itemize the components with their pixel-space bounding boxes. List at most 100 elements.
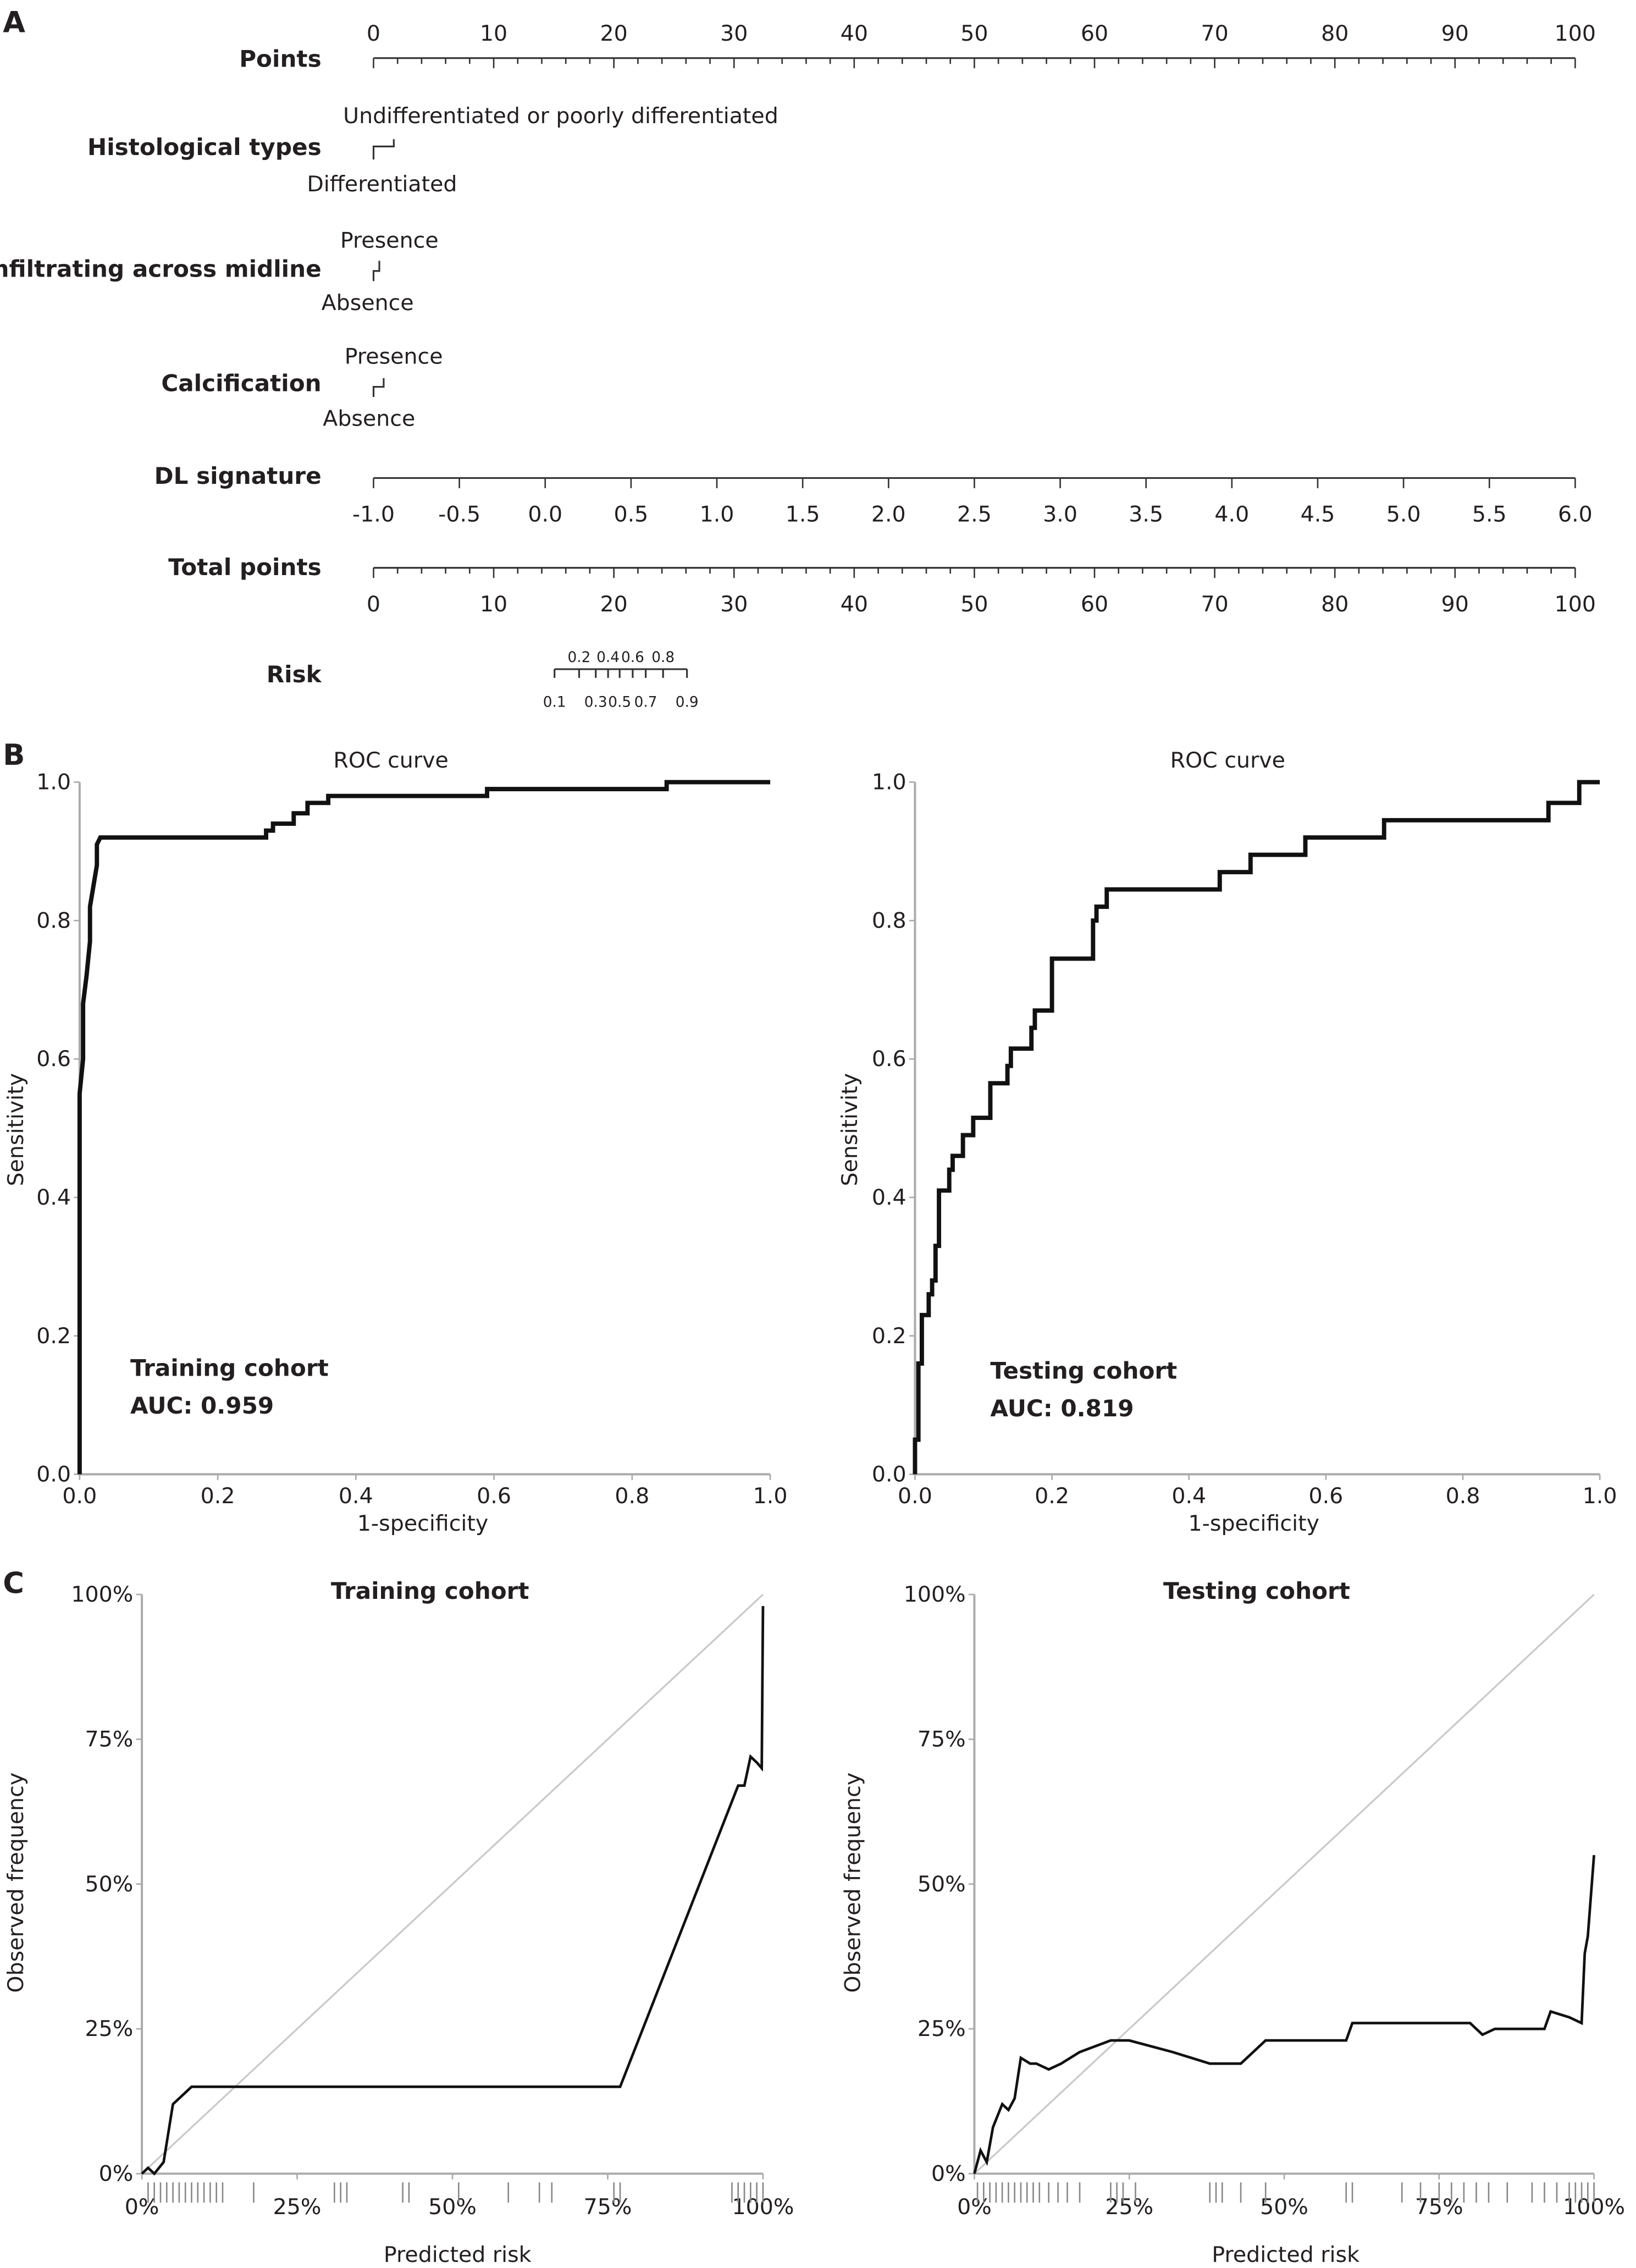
- panel-label-b: B: [3, 738, 25, 772]
- calcification-scale: [372, 378, 385, 397]
- reference-line: [974, 1593, 1595, 2175]
- points-tick-label: 0: [367, 21, 380, 46]
- histological-scale: [372, 139, 395, 160]
- total-points-tick-label: 0: [367, 592, 380, 617]
- x-tick-label: 0.4: [339, 1483, 373, 1509]
- dl-signature-tick-label: 1.5: [786, 501, 820, 527]
- x-axis-label: 1-specificity: [357, 1511, 488, 1536]
- x-tick-label: 25%: [1105, 2194, 1153, 2220]
- dl-signature-tick-label: 3.0: [1043, 501, 1077, 527]
- points-tick-label: 70: [1201, 21, 1228, 46]
- x-axis-label: Predicted risk: [384, 2242, 532, 2267]
- chart-4: 0% 25% 50% 75% 100%0%25%50%75%100% Testing co…: [840, 1577, 1625, 2267]
- x-tick-label: 0.6: [1308, 1483, 1343, 1509]
- y-axis-label: Observed frequency: [3, 1773, 29, 1993]
- y-tick-label: 0.2: [872, 1323, 907, 1349]
- dl-signature-tick-label: 1.0: [700, 501, 734, 527]
- y-tick-label: 50%: [85, 1872, 133, 1897]
- y-tick-label: 0.4: [36, 1185, 71, 1210]
- x-tick-label: 0.2: [1035, 1483, 1069, 1509]
- total-points-tick-label: 100: [1555, 592, 1596, 617]
- y-tick-label: 0.6: [36, 1046, 71, 1072]
- y-tick-label: 0.4: [872, 1185, 907, 1210]
- x-tick-label: 1.0: [1583, 1483, 1617, 1509]
- total-points-tick-label: 50: [960, 592, 988, 617]
- annotation-text: Training cohort: [130, 1354, 329, 1381]
- histological-upper: Undifferentiated or poorly differentiate…: [343, 103, 778, 129]
- y-tick-label: 1.0: [872, 770, 907, 795]
- x-tick-label: 0.4: [1171, 1483, 1206, 1509]
- calcification-label: Calcification: [161, 369, 321, 396]
- risk-tick-label: 0.2: [568, 649, 591, 666]
- x-tick-label: 0.8: [615, 1483, 649, 1509]
- panel-label-c: C: [3, 1566, 24, 1600]
- points-tick-label: 40: [841, 21, 868, 46]
- calcification-upper: Presence: [345, 344, 443, 369]
- chart-title: Training cohort: [331, 1577, 529, 1604]
- x-tick-label: 0.6: [477, 1483, 511, 1509]
- infiltrating-upper: Presence: [340, 228, 439, 253]
- nomogram: Points Histological types Undifferentiat…: [0, 21, 1596, 710]
- points-tick-label: 20: [600, 21, 628, 46]
- y-tick-label: 0%: [99, 2161, 134, 2187]
- total-points-tick-label: 30: [720, 592, 748, 617]
- total-points-tick-label: 10: [480, 592, 507, 617]
- x-tick-label: 0%: [957, 2194, 992, 2220]
- reference-line: [141, 1593, 764, 2175]
- x-tick-label: 0.0: [898, 1483, 932, 1509]
- y-tick-label: 0.0: [36, 1462, 71, 1487]
- y-tick-label: 0.8: [36, 908, 71, 933]
- y-tick-label: 0.2: [36, 1323, 71, 1349]
- x-tick-label: 75%: [584, 2194, 632, 2220]
- x-tick-label: 50%: [1260, 2194, 1308, 2220]
- risk-tick-label: 0.7: [634, 694, 657, 711]
- chart-title: ROC curve: [1170, 748, 1285, 773]
- x-axis-label: 1-specificity: [1188, 1511, 1319, 1536]
- risk-tick-label: 0.9: [676, 694, 699, 711]
- y-axis-label: Sensitivity: [3, 1073, 29, 1187]
- risk-tick-label: 0.5: [608, 694, 631, 711]
- dl-signature-tick-label: 2.5: [957, 501, 992, 527]
- dl-signature-tick-label: 5.0: [1386, 501, 1421, 527]
- total-points-tick-label: 40: [841, 592, 868, 617]
- curve-line: [973, 1855, 1595, 2175]
- y-tick-label: 25%: [918, 2016, 966, 2041]
- x-axis-label: Predicted risk: [1212, 2242, 1359, 2267]
- dl-signature-label: DL signature: [154, 462, 322, 489]
- total-points-tick-label: 80: [1321, 592, 1348, 617]
- points-label: Points: [239, 46, 321, 73]
- infiltrating-label: Infiltrating across midline: [0, 255, 322, 282]
- total-points-tick-label: 60: [1081, 592, 1108, 617]
- curve-line: [141, 1606, 765, 2176]
- histological-label: Histological types: [87, 134, 322, 161]
- dl-signature-tick-label: -0.5: [438, 501, 480, 527]
- risk-tick-label: 0.3: [584, 694, 607, 711]
- total-points-label: Total points: [168, 554, 321, 581]
- y-tick-label: 100%: [71, 1582, 133, 1607]
- risk-tick-label: 0.8: [651, 649, 675, 666]
- y-tick-label: 25%: [85, 2016, 133, 2041]
- y-tick-label: 0%: [931, 2161, 966, 2187]
- curve-line: [913, 780, 1600, 1475]
- points-tick-label: 60: [1081, 21, 1108, 46]
- risk-tick-label: 0.1: [543, 694, 566, 711]
- histological-lower: Differentiated: [307, 172, 457, 197]
- infiltrating-scale: [372, 261, 380, 282]
- total-points-tick-label: 20: [600, 592, 628, 617]
- annotation-text: Testing cohort: [990, 1358, 1177, 1384]
- chart-1: 0.0 0.2 0.4 0.6 0.8 1.0 0.0 0.2 0.4 0.6 0.8 1.0 ROC …: [3, 748, 787, 1536]
- dl-signature-tick-label: 0.5: [614, 501, 648, 527]
- annotation-text: AUC: 0.819: [990, 1395, 1134, 1422]
- curve-line: [77, 780, 771, 1475]
- x-tick-label: 0.2: [201, 1483, 235, 1509]
- points-tick-label: 100: [1555, 21, 1596, 46]
- x-tick-label: 0.8: [1446, 1483, 1480, 1509]
- risk-label: Risk: [267, 661, 322, 688]
- y-tick-label: 0.8: [872, 908, 907, 933]
- total-points-tick-label: 90: [1441, 592, 1469, 617]
- annotation-text: AUC: 0.959: [130, 1392, 274, 1419]
- chart-3: 0% 25% 50% 75% 100%0%25%50%75%100% Training c…: [3, 1577, 794, 2267]
- x-tick-label: 0.0: [62, 1483, 97, 1509]
- dl-signature-tick-label: 3.5: [1129, 501, 1163, 527]
- dl-signature-tick-label: -1.0: [352, 501, 395, 527]
